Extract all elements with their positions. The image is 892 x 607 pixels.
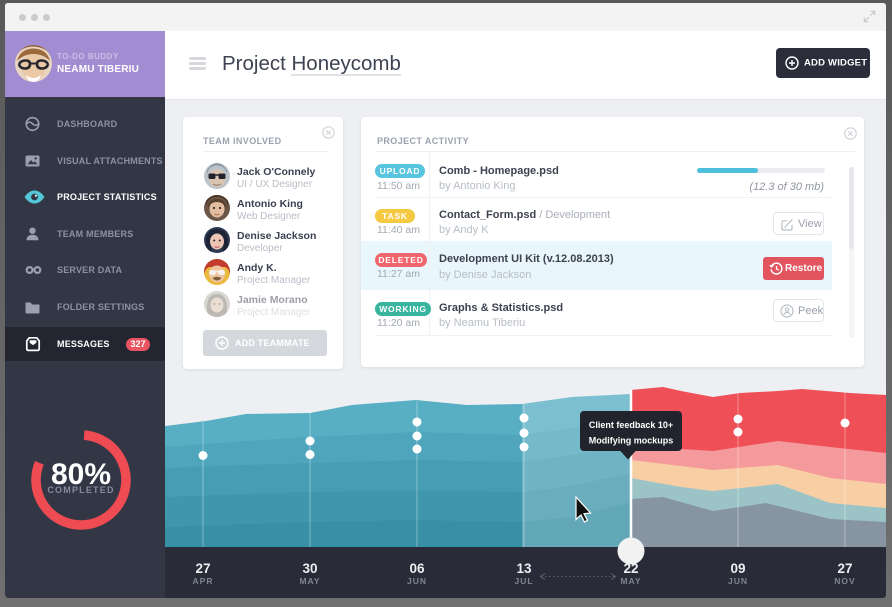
svg-text:JUN: JUN: [728, 576, 748, 586]
svg-text:22: 22: [623, 561, 638, 576]
svg-text:NOV: NOV: [834, 576, 855, 586]
svg-text:09: 09: [730, 561, 745, 576]
svg-text:06: 06: [409, 561, 425, 576]
svg-text:27: 27: [837, 561, 852, 576]
svg-text:JUL: JUL: [514, 576, 533, 586]
svg-text:27: 27: [195, 561, 210, 576]
svg-text:30: 30: [302, 561, 317, 576]
svg-text:MAY: MAY: [299, 576, 320, 586]
svg-text:Client feedback 10+: Client feedback 10+: [589, 420, 673, 430]
svg-text:Modifying mockups: Modifying mockups: [589, 436, 674, 446]
svg-text:MAY: MAY: [620, 576, 641, 586]
svg-text:JUN: JUN: [407, 576, 427, 586]
svg-text:13: 13: [516, 561, 532, 576]
svg-text:APR: APR: [193, 576, 214, 586]
